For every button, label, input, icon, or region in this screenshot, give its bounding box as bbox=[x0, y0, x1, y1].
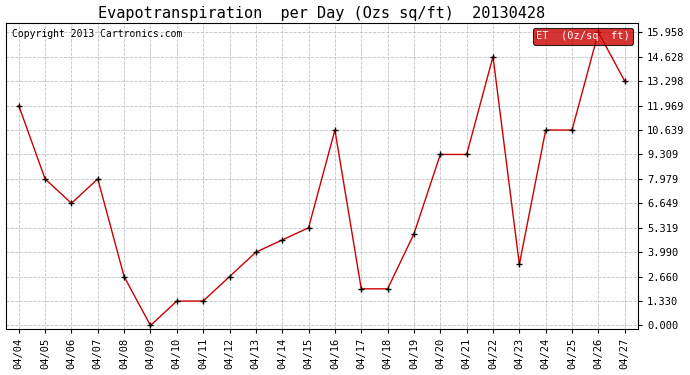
Legend: ET  (0z/sq  ft): ET (0z/sq ft) bbox=[533, 28, 633, 45]
Text: Copyright 2013 Cartronics.com: Copyright 2013 Cartronics.com bbox=[12, 29, 182, 39]
Title: Evapotranspiration  per Day (Ozs sq/ft)  20130428: Evapotranspiration per Day (Ozs sq/ft) 2… bbox=[98, 6, 545, 21]
